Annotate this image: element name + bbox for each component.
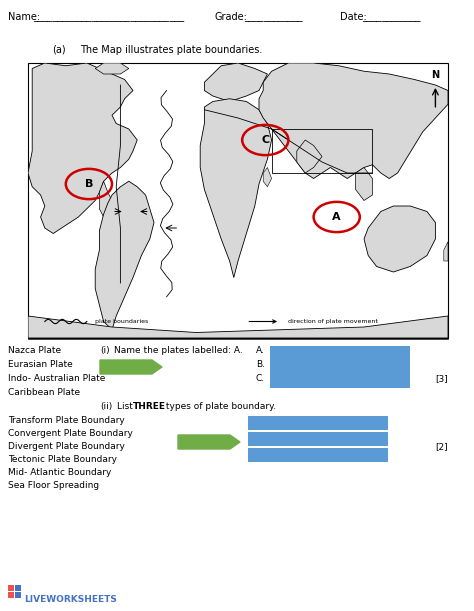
Polygon shape [100,181,112,217]
Text: direction of plate movement: direction of plate movement [288,319,378,324]
Text: Mid- Atlantic Boundary: Mid- Atlantic Boundary [8,468,111,477]
Polygon shape [95,181,154,330]
Polygon shape [28,316,448,338]
FancyBboxPatch shape [270,374,410,388]
Text: B.: B. [256,360,265,369]
Text: Date:: Date: [340,12,367,22]
Bar [15,585,21,591]
Text: Grade:: Grade: [215,12,248,22]
Polygon shape [28,63,137,233]
Polygon shape [297,140,322,173]
Text: B: B [85,179,93,189]
Text: Caribbean Plate: Caribbean Plate [8,388,80,397]
Polygon shape [95,63,129,74]
Bar [8,592,14,598]
Text: Name:: Name: [8,12,40,22]
Text: (ii): (ii) [100,402,112,411]
FancyBboxPatch shape [248,448,388,462]
Polygon shape [200,99,272,277]
Text: Convergent Plate Boundary: Convergent Plate Boundary [8,429,133,438]
FancyBboxPatch shape [270,346,410,360]
Text: The Map illustrates plate boundaries.: The Map illustrates plate boundaries. [80,45,263,55]
Polygon shape [259,63,448,178]
Text: N: N [431,70,439,79]
Text: Transform Plate Boundary: Transform Plate Boundary [8,416,125,425]
FancyArrow shape [100,360,162,374]
Text: ____________: ____________ [362,12,420,22]
Text: List: List [117,402,136,411]
Text: [2]: [2] [435,442,447,451]
Text: Indo- Australian Plate: Indo- Australian Plate [8,374,105,383]
Text: A: A [332,212,341,222]
Polygon shape [263,167,272,187]
Text: [3]: [3] [435,374,448,383]
FancyBboxPatch shape [270,360,410,374]
Text: (i): (i) [100,346,109,355]
Polygon shape [356,167,373,200]
Polygon shape [364,206,436,272]
Text: C.: C. [256,374,265,383]
FancyBboxPatch shape [28,63,448,338]
Text: C: C [261,135,269,145]
Text: types of plate boundary.: types of plate boundary. [163,402,276,411]
Text: ____________: ____________ [244,12,302,22]
FancyBboxPatch shape [248,416,388,430]
Text: Nazca Plate: Nazca Plate [8,346,61,355]
FancyBboxPatch shape [248,432,388,446]
Text: THREE: THREE [133,402,166,411]
Bar [15,592,21,598]
Text: A.: A. [256,346,265,355]
Text: Divergent Plate Boundary: Divergent Plate Boundary [8,442,125,451]
Text: _______________________________: _______________________________ [33,12,184,22]
Text: LIVEWORKSHEETS: LIVEWORKSHEETS [24,595,117,604]
Polygon shape [204,63,267,101]
Bar [8,585,14,591]
Text: Tectonic Plate Boundary: Tectonic Plate Boundary [8,455,117,464]
Text: (a): (a) [52,45,65,55]
Text: Eurasian Plate: Eurasian Plate [8,360,73,369]
Text: Name the plates labelled: A.: Name the plates labelled: A. [114,346,243,355]
Text: Sea Floor Spreading: Sea Floor Spreading [8,481,99,490]
FancyArrow shape [178,435,240,449]
Polygon shape [444,242,448,261]
Text: plate boundaries: plate boundaries [95,319,148,324]
